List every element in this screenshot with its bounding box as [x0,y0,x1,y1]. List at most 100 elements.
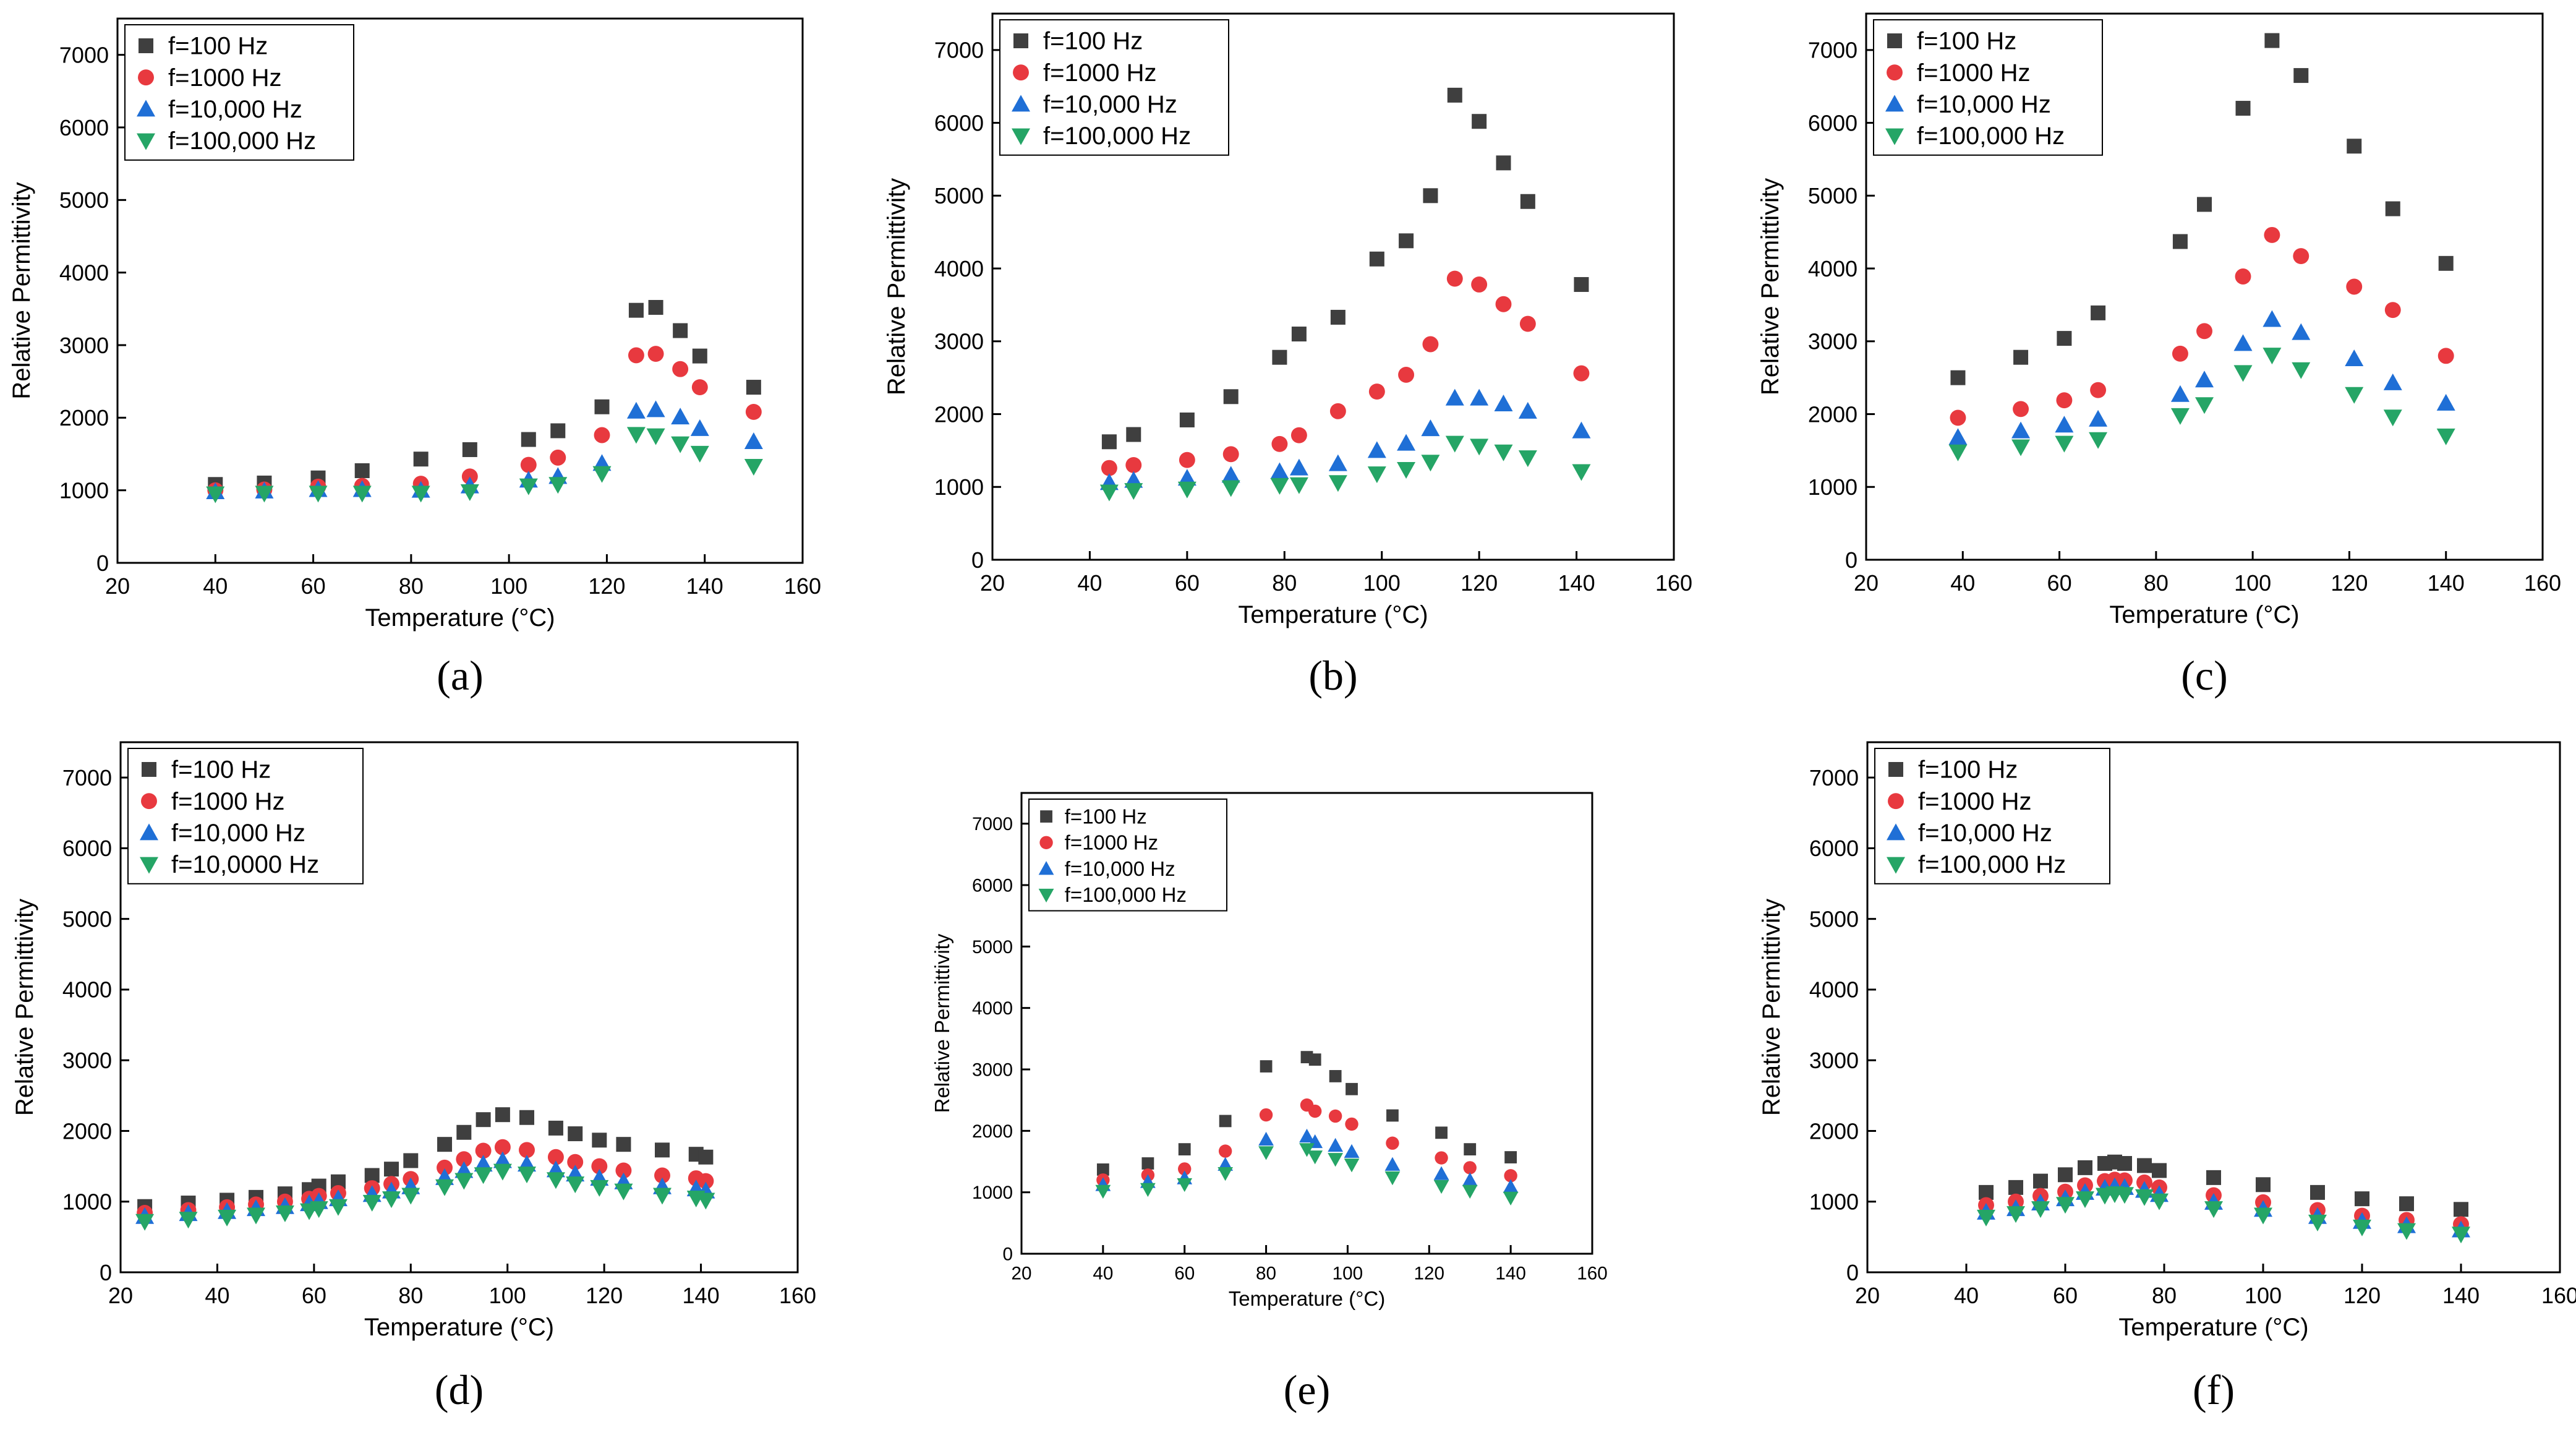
data-point [2256,1177,2271,1193]
data-point [1344,1158,1360,1173]
plot-frame [119,741,799,1274]
series-2 [1948,310,2455,445]
data-point [2056,1197,2075,1214]
data-point [2196,323,2212,340]
legend: f=100 Hz f=1000 Hz f=10,000 Hz f=10,0000 Hz [127,748,364,884]
x-tick-label: 120 [1414,1263,1445,1283]
series-3 [1977,1186,2470,1244]
y-tick-label: 0 [96,550,109,576]
x-tick-label: 20 [980,570,1005,596]
y-tick-label: 6000 [972,876,1013,896]
data-point [1445,388,1464,406]
y-axis-label: Relative Permittivity [11,899,38,1116]
x-tick-label: 20 [105,573,130,599]
y-tick-label: 5000 [972,937,1013,957]
y-tick-label: 4000 [1808,256,1857,281]
data-point [2013,349,2029,365]
data-point [1464,1143,1477,1156]
data-point [2397,1223,2416,1240]
data-point [2292,362,2311,379]
legend-label: f=1000 Hz [1043,59,1156,87]
data-point [1433,1180,1449,1194]
legend-label: f=1000 Hz [1065,831,1158,854]
y-tick-label: 0 [971,547,984,573]
y-tick-label: 7000 [1809,765,1859,790]
legend-label: f=100 Hz [1043,28,1143,55]
series-0 [1101,87,1589,450]
data-point [1367,441,1386,458]
data-point [1221,466,1240,483]
y-axis-label: Relative Permittivity [8,182,35,399]
data-point [2264,33,2280,48]
data-point [1399,233,1414,249]
data-point [1124,483,1143,500]
y-tick-label: 7000 [62,765,112,790]
data-point [1289,477,1308,494]
legend: f=100 Hz f=1000 Hz f=10,000 Hz f=100,000 Hz [1874,748,2110,884]
data-point [413,452,429,467]
x-tick-label: 20 [1855,1283,1880,1308]
data-point [548,477,568,494]
data-point [275,1205,294,1223]
series-3 [206,427,763,503]
data-point [1572,421,1591,439]
data-point [691,379,708,396]
data-point [1472,114,1487,129]
data-point [2263,310,2282,327]
data-point [2137,1158,2152,1173]
y-tick-label: 7000 [1808,38,1857,63]
y-tick-label: 6000 [59,115,109,140]
data-point [2264,226,2280,243]
data-point [1495,296,1512,312]
data-point [626,427,646,444]
data-point [2195,370,2214,388]
data-point [354,463,370,478]
y-tick-label: 1000 [1808,474,1857,500]
data-point [2172,234,2188,249]
legend-marker [140,857,158,874]
legend-marker [138,69,154,86]
data-point [1384,1157,1401,1171]
data-point [1177,1178,1193,1193]
data-point [2206,1170,2221,1185]
data-point [2436,393,2455,411]
series-1 [1978,1171,2469,1233]
series-0 [1950,33,2454,385]
data-point [745,403,762,420]
data-point [1221,480,1240,497]
plot-frame [116,17,804,564]
chart-panel-d: 20 40 60 80 100 120 140 160 0 1000 2000 3000 4000 500… [11,741,816,1413]
x-tick-label: 40 [1950,570,1975,596]
x-tick-label: 80 [2144,570,2169,596]
data-point [744,432,763,450]
data-point [1258,1146,1274,1160]
data-point [1344,1144,1360,1158]
data-point [2347,139,2362,154]
data-point [1140,1183,1156,1197]
data-point [566,1176,585,1194]
y-tick-label: 5000 [59,187,109,213]
legend-label: f=10,000 Hz [171,820,305,847]
plot-frame [991,12,1675,561]
data-point [1367,466,1386,484]
data-point [1397,462,1416,479]
x-tick-label: 100 [1333,1263,1363,1283]
data-point [1462,1172,1478,1186]
data-point [476,1112,491,1128]
y-tick-label: 0 [1002,1244,1013,1265]
y-tick-label: 4000 [59,260,109,285]
data-point [456,1124,472,1140]
y-axis-label: Relative Permittivity [883,178,910,395]
x-axis-label: Temperature (°C) [2118,1314,2308,1341]
data-point [1329,1070,1342,1082]
data-point [437,1159,453,1176]
data-point [1384,1171,1401,1186]
data-point [698,1149,714,1165]
data-point [550,423,566,439]
data-point [1398,366,1415,383]
y-tick-label: 1000 [1809,1189,1859,1215]
y-tick-label: 2000 [972,1121,1013,1142]
series-2 [1095,1128,1519,1193]
data-point [1330,309,1346,325]
data-point [1179,412,1195,427]
